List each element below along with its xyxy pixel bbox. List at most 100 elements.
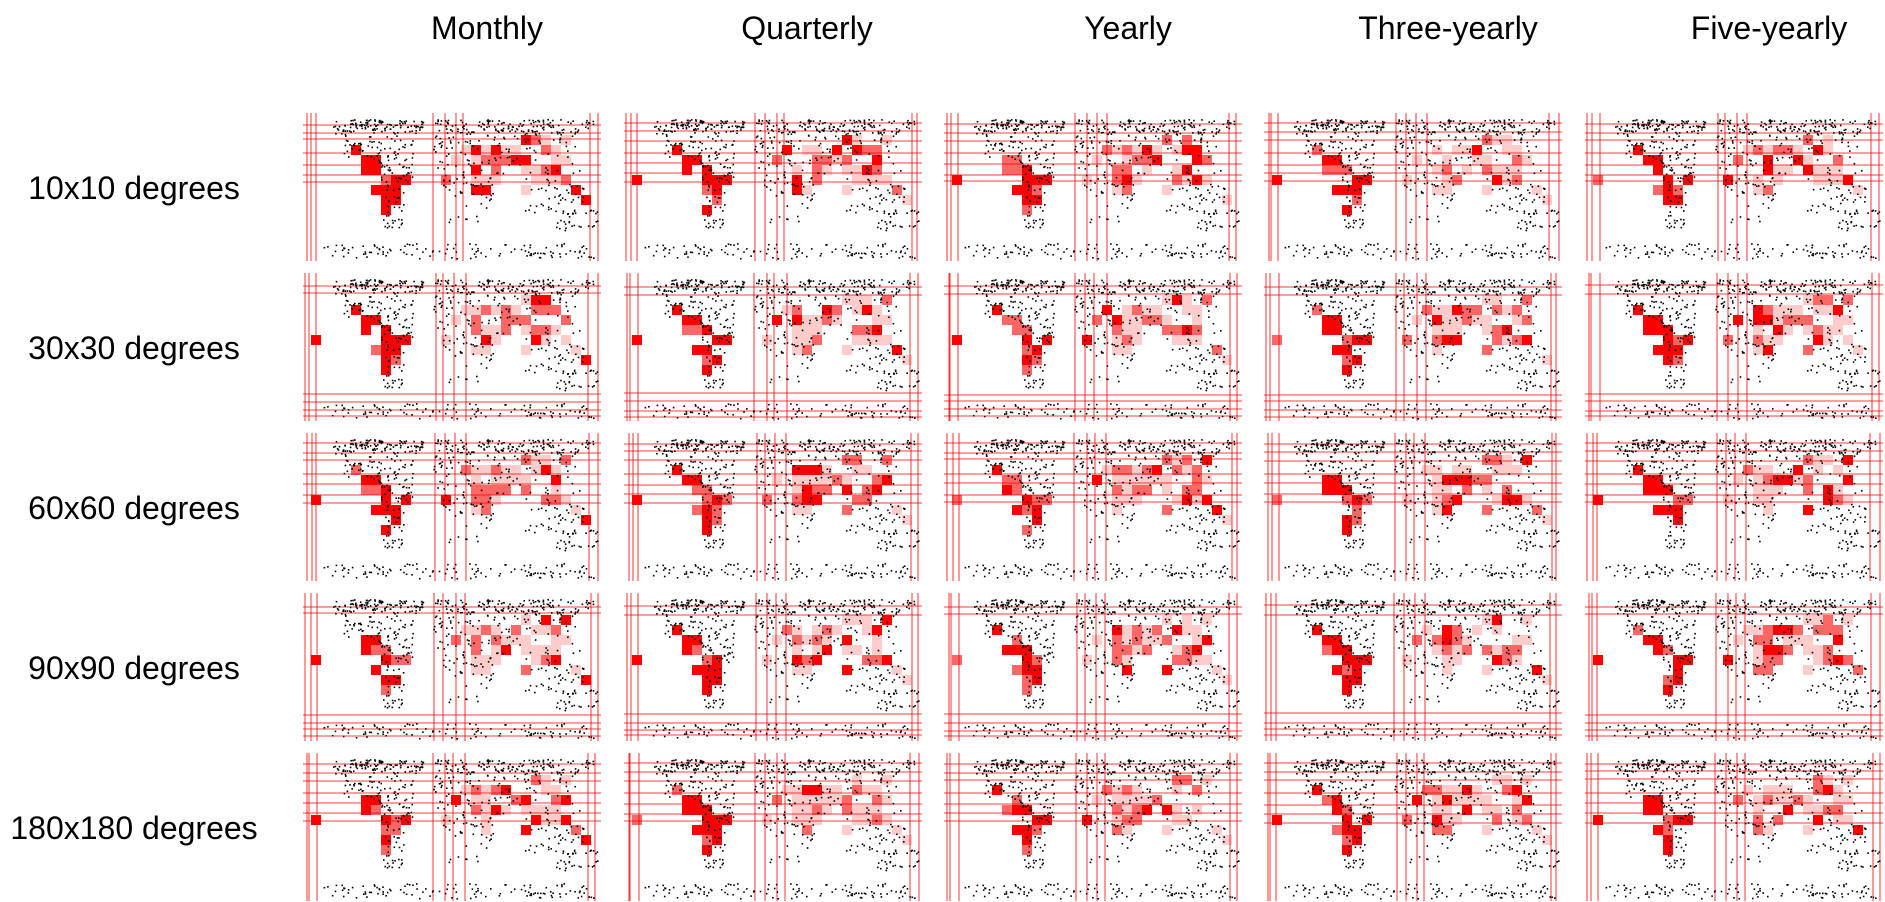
heat-cell <box>1322 795 1332 805</box>
heat-cell <box>952 655 962 665</box>
heat-cell <box>792 335 802 345</box>
heat-cell <box>1773 815 1783 825</box>
world-map <box>1585 593 1883 741</box>
heat-cell <box>1442 335 1452 345</box>
heat-cell <box>792 795 802 805</box>
heat-cell <box>1673 495 1683 505</box>
heat-cell <box>1823 495 1833 505</box>
world-map <box>624 433 922 581</box>
heat-cell <box>1843 315 1853 325</box>
heat-cell <box>561 775 571 785</box>
heat-cell <box>1422 625 1432 635</box>
coastline <box>964 439 1240 580</box>
heat-cell <box>481 795 491 805</box>
heat-cell <box>1823 485 1833 495</box>
heat-cell <box>1442 625 1452 635</box>
heat-cell <box>1002 315 1012 325</box>
heat-cell <box>832 315 842 325</box>
heat-cell <box>872 785 882 795</box>
heat-cell <box>471 315 481 325</box>
map-panel-r0-c4 <box>1585 113 1883 261</box>
heat-cell <box>822 475 832 485</box>
heat-cell <box>1803 155 1813 165</box>
heat-cell <box>842 295 852 305</box>
heat-cell <box>1512 815 1522 825</box>
heat-cell <box>1272 815 1282 825</box>
heat-cell <box>501 645 511 655</box>
heat-cell <box>1162 485 1172 495</box>
heat-cell <box>531 295 541 305</box>
heat-cell <box>1172 815 1182 825</box>
heat-cell <box>1502 145 1512 155</box>
heat-cell <box>882 475 892 485</box>
heat-cell <box>1512 495 1522 505</box>
heat-cell <box>852 165 862 175</box>
heat-cell <box>792 815 802 825</box>
heat-cell <box>581 835 591 845</box>
heat-cell <box>882 175 892 185</box>
heat-cell <box>1512 645 1522 655</box>
heat-cell <box>812 655 822 665</box>
heat-cell <box>461 785 471 795</box>
heat-cell <box>371 155 381 165</box>
heat-cell <box>1432 185 1442 195</box>
heat-cell <box>802 805 812 815</box>
heat-cell <box>1512 465 1522 475</box>
heat-cell <box>1022 825 1032 835</box>
world-map <box>944 433 1242 581</box>
heat-cell <box>1542 355 1552 365</box>
heat-cell <box>892 825 902 835</box>
heat-cell <box>1653 485 1663 495</box>
heat-cell <box>381 175 391 185</box>
heat-cell <box>1332 825 1342 835</box>
heat-cell <box>1332 795 1342 805</box>
heat-cell <box>1172 625 1182 635</box>
heat-cell <box>1122 665 1132 675</box>
map-panel-r3-c4 <box>1585 593 1883 741</box>
heat-cell <box>1502 495 1512 505</box>
heat-cell <box>1753 345 1763 355</box>
map-panel-r2-c3 <box>1264 433 1562 581</box>
world-map <box>303 753 601 901</box>
heat-cell <box>471 305 481 315</box>
heat-cell <box>1803 825 1813 835</box>
heat-cell <box>1803 615 1813 625</box>
heat-cell <box>1122 815 1132 825</box>
heat-cell <box>682 805 692 815</box>
heat-cell <box>531 815 541 825</box>
heat-cell <box>1753 645 1763 655</box>
heat-cell <box>1763 185 1773 195</box>
heat-cell <box>872 145 882 155</box>
heat-cell <box>1643 635 1653 645</box>
heat-cell <box>852 615 862 625</box>
heat-cell <box>1502 455 1512 465</box>
heat-cell <box>1432 805 1442 815</box>
heat-cell <box>772 475 782 485</box>
heat-cell <box>1813 335 1823 345</box>
heat-cell <box>1022 325 1032 335</box>
heat-cell <box>531 175 541 185</box>
heat-cell <box>1342 825 1352 835</box>
heat-cell <box>1793 145 1803 155</box>
heat-cell <box>1532 665 1542 675</box>
heat-cell <box>842 645 852 655</box>
heat-cell <box>1492 465 1502 475</box>
coastline <box>1284 119 1560 260</box>
heat-cell <box>1482 615 1492 625</box>
heat-cell <box>391 335 401 345</box>
heat-cell <box>491 175 501 185</box>
heat-cell <box>1192 315 1202 325</box>
heat-cell <box>1002 485 1012 495</box>
coastline <box>323 119 599 260</box>
heat-cell <box>1843 335 1853 345</box>
heat-cell <box>1002 645 1012 655</box>
heat-cell <box>481 485 491 495</box>
heat-cell <box>712 505 722 515</box>
world-map <box>624 593 922 741</box>
heat-cell <box>1352 495 1362 505</box>
heat-cell <box>381 335 391 345</box>
heat-cell <box>371 795 381 805</box>
heat-cell <box>1823 335 1833 345</box>
heat-cell <box>1492 805 1502 815</box>
heat-cell <box>1653 315 1663 325</box>
